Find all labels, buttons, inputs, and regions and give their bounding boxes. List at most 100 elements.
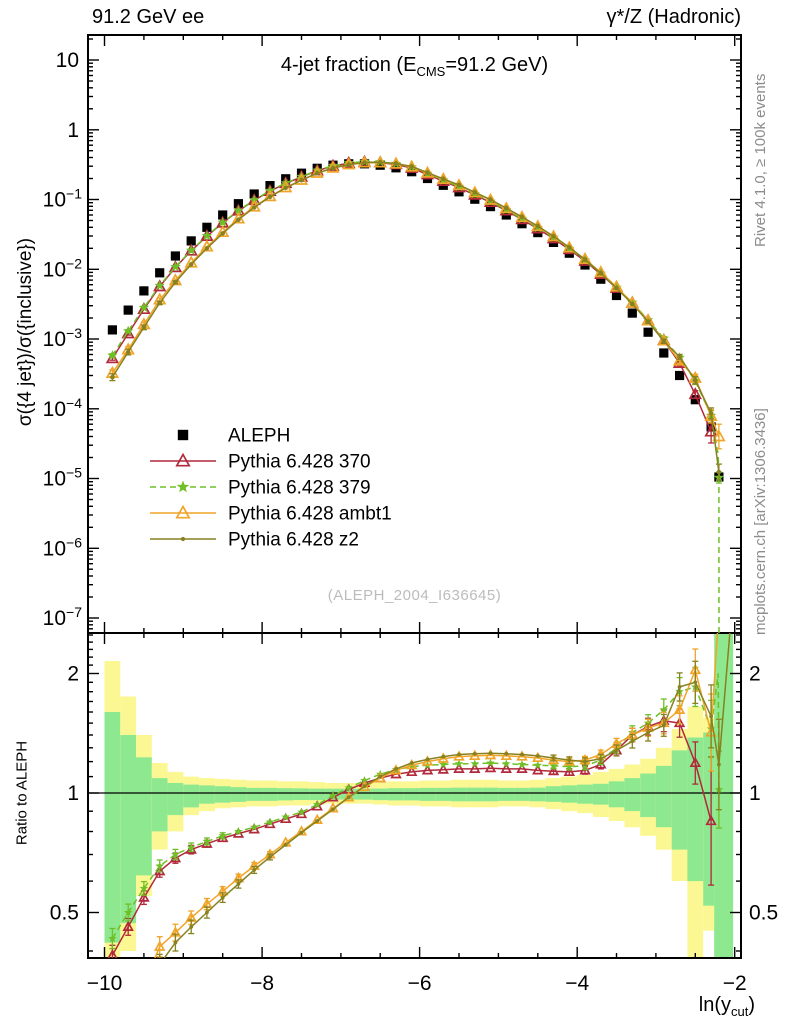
data-point-triangle	[295, 807, 308, 819]
data-stat-uncertainty-band	[529, 787, 546, 802]
data-point-star	[171, 850, 180, 859]
data-point-dot	[441, 754, 446, 759]
data-point-dot	[251, 205, 257, 210]
data-point-dot	[267, 194, 273, 200]
x-tick-label: −6	[408, 972, 432, 995]
data-point-star	[155, 861, 164, 870]
data-point-star	[486, 758, 495, 767]
series-370-main	[105, 154, 718, 444]
data-point-star	[249, 194, 260, 205]
main-y-tick-label: 10−4	[43, 395, 83, 421]
main-y-tick-label: 10	[56, 49, 79, 72]
title-suffix: =91.2 GeV)	[445, 54, 549, 76]
legend-item: Pythia 6.428 ambt1	[150, 504, 392, 525]
data-stat-uncertainty-band	[577, 784, 593, 804]
data-point-triangle	[248, 823, 260, 834]
data-point-triangle	[657, 333, 671, 346]
data-stat-uncertainty-band	[199, 785, 215, 804]
ratio-y-tick-label: 2	[67, 663, 79, 686]
data-point-star	[470, 759, 479, 768]
data-stat-uncertainty-band	[136, 757, 152, 876]
series-z2-ratio	[156, 633, 731, 958]
data-point-dot	[180, 536, 186, 542]
data-stat-uncertainty-band	[451, 787, 467, 802]
data-stat-uncertainty-band	[514, 787, 530, 801]
data-point-triangle	[107, 949, 118, 958]
data-point-dot	[472, 751, 477, 756]
data-point-star	[517, 760, 527, 769]
data-point-dot	[425, 170, 430, 175]
data-point-star	[297, 807, 306, 816]
data-point-square	[659, 348, 669, 358]
data-point-dot	[504, 751, 509, 756]
data-point-triangle	[672, 355, 687, 368]
data-point-triangle	[124, 1014, 132, 1022]
data-point-square	[643, 327, 653, 337]
x-label-subscript: cut	[730, 1004, 749, 1019]
data-point-triangle	[500, 749, 512, 761]
data-point-star	[233, 205, 244, 215]
data-point-star	[186, 842, 196, 851]
data-point-dot	[110, 374, 115, 380]
data-point-triangle	[421, 764, 434, 775]
data-point-star	[565, 762, 574, 771]
legend-item: ALEPH	[177, 426, 290, 447]
data-point-dot	[535, 754, 540, 758]
data-point-dot	[582, 257, 588, 262]
data-point-dot	[693, 680, 698, 685]
ratio-y-tick-label-right: 1	[749, 782, 761, 805]
data-stat-uncertainty-band	[624, 778, 641, 812]
data-point-triangle	[469, 749, 481, 761]
data-point-dot	[677, 354, 682, 360]
data-point-triangle	[175, 504, 191, 519]
data-point-square	[690, 395, 700, 405]
data-point-triangle	[688, 387, 702, 400]
data-point-triangle	[689, 756, 702, 768]
data-point-square	[139, 286, 149, 296]
main-panel-frame	[87, 34, 742, 634]
data-point-star	[122, 325, 134, 336]
data-stat-uncertainty-band	[167, 783, 184, 816]
data-point-dot	[504, 205, 509, 211]
data-point-triangle	[531, 219, 545, 232]
data-point-dot	[693, 377, 698, 383]
data-point-triangle	[437, 752, 449, 763]
data-point-dot	[220, 231, 225, 236]
mcplots-attribution-note: mcplots.cern.ch [arXiv:1306.3436]	[752, 408, 769, 635]
data-point-dot	[520, 752, 524, 757]
data-point-star	[139, 883, 149, 893]
data-point-star	[439, 760, 448, 769]
data-point-star	[344, 783, 353, 792]
series-370-ratio	[107, 708, 717, 958]
data-point-star	[502, 759, 511, 768]
data-point-triangle	[532, 751, 544, 763]
data-point-triangle	[406, 765, 418, 777]
data-stat-uncertainty-band	[230, 787, 247, 802]
data-stat-uncertainty-band	[687, 737, 704, 882]
data-point-triangle	[673, 703, 686, 714]
data-point-triangle	[216, 831, 229, 843]
title-text: 4-jet fraction (E	[280, 54, 417, 76]
legend-label: Pythia 6.428 379	[228, 478, 371, 499]
data-point-star	[234, 827, 243, 836]
data-point-star	[218, 831, 227, 840]
rivet-version-note: Rivet 4.1.0, ≥ 100k events	[752, 73, 769, 247]
ratio-y-tick-label: 1	[67, 782, 79, 805]
data-point-dot	[377, 160, 383, 165]
data-point-square	[375, 160, 385, 170]
data-point-star	[186, 244, 197, 255]
data-point-dot	[661, 338, 667, 344]
legend: ALEPH Pythia 6.428 370 Pythia 6.428 379 Pyt…	[150, 426, 392, 551]
data-point-triangle	[515, 210, 529, 223]
data-point-triangle	[140, 980, 149, 988]
data-point-square	[596, 274, 606, 284]
data-point-star	[407, 762, 416, 771]
data-point-star	[170, 261, 181, 272]
data-point-dot	[441, 176, 446, 182]
data-point-dot	[409, 761, 414, 765]
data-point-triangle	[547, 753, 560, 765]
data-point-triangle	[153, 940, 166, 951]
main-y-tick-label: 10−2	[43, 255, 83, 281]
data-point-triangle	[453, 750, 465, 761]
